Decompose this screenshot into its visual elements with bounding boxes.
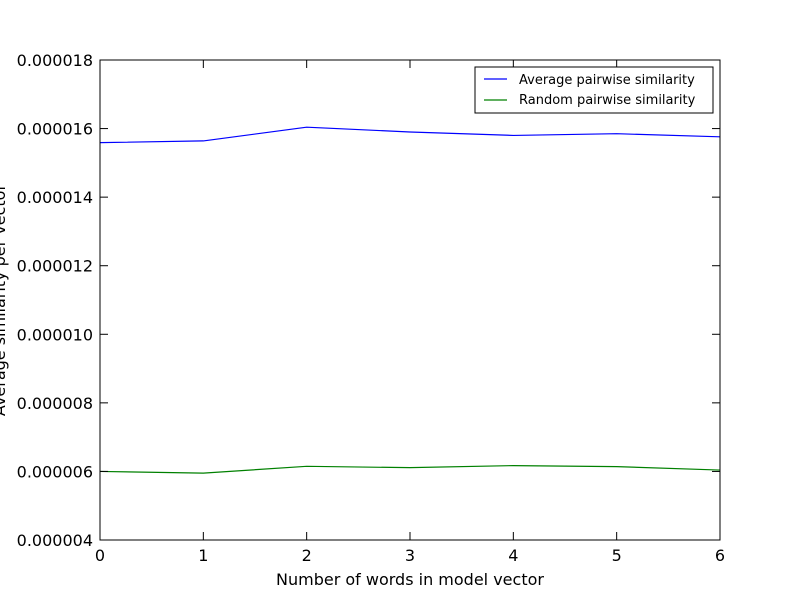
x-tick-label: 5 bbox=[612, 546, 622, 565]
x-axis-label: Number of words in model vector bbox=[276, 570, 544, 589]
y-axis-label: Average similarity per vector bbox=[0, 184, 9, 417]
series-layer bbox=[99, 126, 721, 474]
series-line-0 bbox=[99, 126, 721, 144]
y-tick-label: 0.000014 bbox=[17, 188, 93, 207]
y-tick-label: 0.000016 bbox=[17, 120, 93, 139]
y-tick-label: 0.000004 bbox=[17, 531, 93, 550]
legend: Average pairwise similarity Random pairw… bbox=[474, 66, 714, 114]
x-tick-label: 2 bbox=[302, 546, 312, 565]
y-tick-label: 0.000006 bbox=[17, 462, 93, 481]
legend-label-average: Average pairwise similarity bbox=[519, 73, 695, 88]
y-tick-label: 0.000012 bbox=[17, 257, 93, 276]
x-tick-label: 6 bbox=[715, 546, 725, 565]
legend-label-random: Random pairwise similarity bbox=[519, 93, 696, 108]
x-tick-label: 0 bbox=[95, 546, 105, 565]
y-tick-label: 0.000018 bbox=[17, 51, 93, 70]
series-line-1 bbox=[99, 464, 721, 474]
x-tick-label: 1 bbox=[198, 546, 208, 565]
y-tick-label: 0.000008 bbox=[17, 394, 93, 413]
y-tick-label: 0.000010 bbox=[17, 325, 93, 344]
x-tick-label: 4 bbox=[508, 546, 518, 565]
y-axis-ticks: 0.000004 0.000006 0.000008 0.000010 0.000012… bbox=[17, 51, 720, 550]
plot-area bbox=[100, 60, 720, 540]
x-tick-label: 3 bbox=[405, 546, 415, 565]
legend-box bbox=[474, 66, 714, 114]
